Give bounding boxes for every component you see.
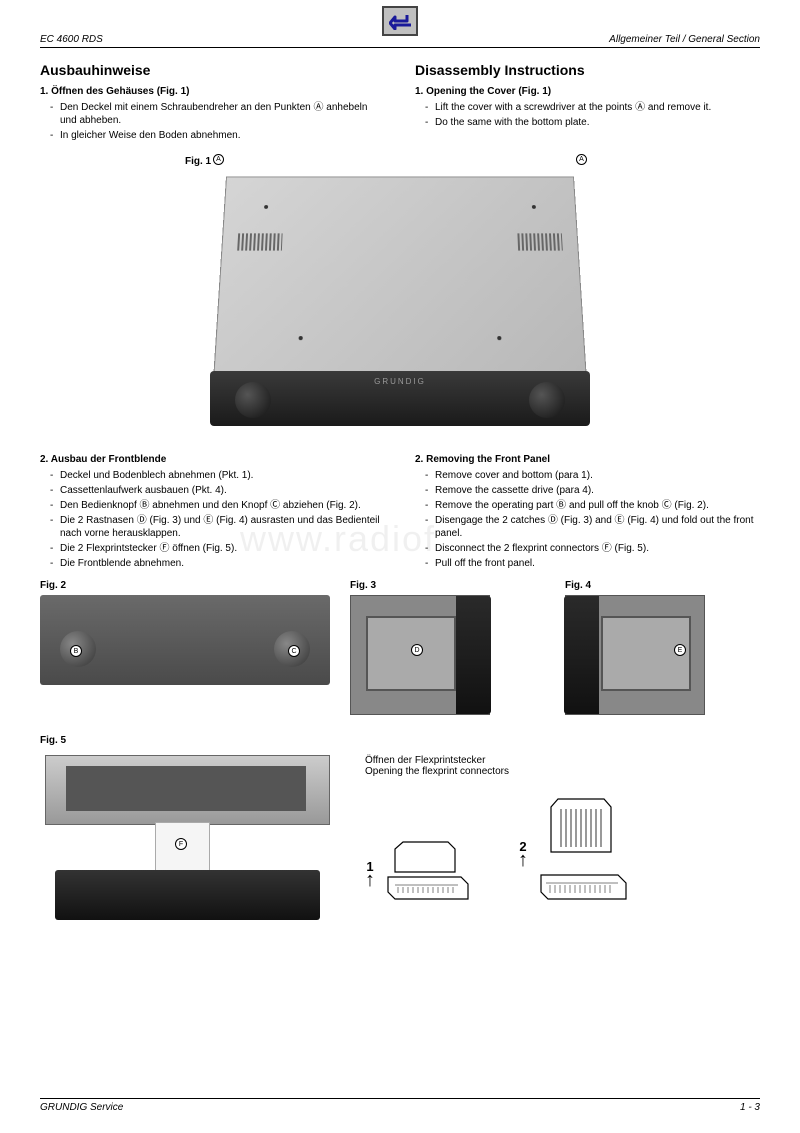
connector-step-2: 2 ↑ — [518, 797, 631, 912]
footer-left: GRUNDIG Service — [40, 1102, 123, 1113]
de-title: Ausbauhinweise — [40, 62, 385, 78]
figure-2: Fig. 2 B C — [40, 580, 330, 715]
connector-step-1: 1 ↑ — [365, 837, 473, 912]
fig2-image: B C — [40, 595, 330, 685]
en-s1-title: 1. Opening the Cover (Fig. 1) — [415, 86, 760, 97]
back-button[interactable] — [382, 6, 418, 36]
marker-d: D — [411, 644, 423, 656]
flexprint-section: Öffnen der Flexprintstecker Opening the … — [365, 735, 760, 925]
column-german: Ausbauhinweise 1. Öffnen des Gehäuses (F… — [40, 62, 385, 144]
en-title: Disassembly Instructions — [415, 62, 760, 78]
fig3-label: Fig. 3 — [350, 580, 545, 591]
fig3-image: D — [350, 595, 490, 715]
en-s2-title: 2. Removing the Front Panel — [415, 454, 760, 465]
fig4-image: E — [565, 595, 705, 715]
marker-f: F — [175, 838, 187, 850]
device-brand: GRUNDIG — [374, 377, 426, 386]
fig1-device-image: GRUNDIG — [200, 156, 600, 436]
header-right: Allgemeiner Teil / General Section — [609, 34, 760, 45]
connector-1-icon — [383, 837, 473, 912]
marker-b: B — [70, 645, 82, 657]
figure-1: Fig. 1 A A GRUNDIG — [40, 156, 760, 436]
fig4-label: Fig. 4 — [565, 580, 760, 591]
header-left: EC 4600 RDS — [40, 34, 103, 45]
figure-5: Fig. 5 F — [40, 735, 335, 925]
marker-e: E — [674, 644, 686, 656]
fig5-label: Fig. 5 — [40, 735, 335, 746]
en-s2-list: -Remove cover and bottom (para 1). -Remo… — [415, 469, 760, 570]
arrow-up-icon: ↑ — [365, 870, 375, 890]
en-s1-list: -Lift the cover with a screwdriver at th… — [415, 101, 760, 129]
de-s1-list: -Den Deckel mit einem Schraubendreher an… — [40, 101, 385, 142]
back-arrow-icon — [389, 12, 411, 30]
column-english: Disassembly Instructions 1. Opening the … — [415, 62, 760, 144]
figure-3: Fig. 3 D — [350, 580, 545, 715]
arrow-up-icon: ↑ — [518, 850, 528, 870]
de-s2-list: -Deckel und Bodenblech abnehmen (Pkt. 1)… — [40, 469, 385, 570]
footer: GRUNDIG Service 1 - 3 — [40, 1098, 760, 1113]
footer-right: 1 - 3 — [740, 1102, 760, 1113]
connector-2-icon — [536, 797, 631, 912]
figure-4: Fig. 4 E — [565, 580, 760, 715]
flexprint-de: Öffnen der Flexprintstecker — [365, 755, 760, 766]
fig5-image: F — [40, 750, 335, 925]
fig2-label: Fig. 2 — [40, 580, 330, 591]
de-s2-title: 2. Ausbau der Frontblende — [40, 454, 385, 465]
header-bar: EC 4600 RDS Allgemeiner Teil / General S… — [40, 34, 760, 48]
marker-c: C — [288, 645, 300, 657]
de-s1-title: 1. Öffnen des Gehäuses (Fig. 1) — [40, 86, 385, 97]
flexprint-en: Opening the flexprint connectors — [365, 766, 760, 777]
